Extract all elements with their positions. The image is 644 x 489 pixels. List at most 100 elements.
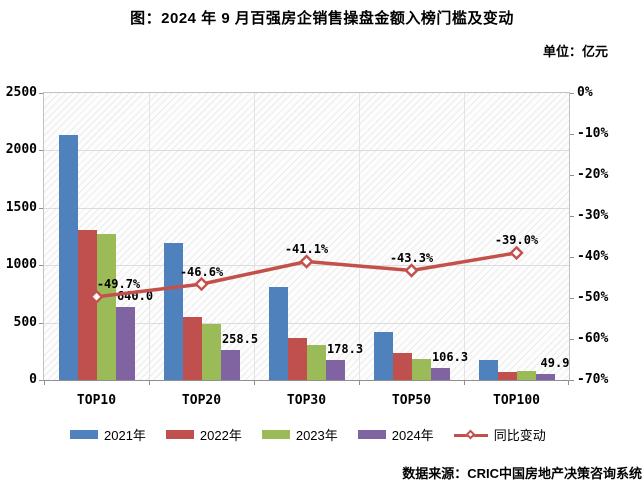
right-axis-tick-label: -10% (577, 126, 609, 141)
left-axis-tick-label: 2500 (5, 85, 37, 100)
right-axis-tick-label: -60% (577, 331, 609, 346)
diamond-marker-icon (89, 289, 104, 304)
left-axis-tick (39, 93, 43, 94)
diamond-marker-icon (194, 276, 209, 292)
bar-2023年-TOP10 (96, 233, 116, 380)
yoy-change-line-layer (89, 245, 524, 304)
x-axis-tick (464, 380, 465, 385)
legend-item-2024年: 2024年 (357, 425, 434, 444)
bar-2022年-TOP20 (182, 316, 202, 380)
bar-2023年-TOP20 (201, 324, 221, 380)
left-axis-tick-label: 1500 (5, 199, 37, 215)
left-axis-tick (39, 322, 43, 324)
right-axis-tick (570, 216, 574, 217)
category-label-top10: TOP10 (76, 393, 117, 408)
legend-label: 2023年 (295, 428, 338, 443)
bar-2022年-TOP100 (497, 371, 517, 380)
diamond-marker-icon (404, 263, 419, 278)
category-label-top20: TOP20 (181, 393, 222, 408)
bar-2021年-TOP50 (373, 331, 393, 380)
bar-2022年-TOP50 (392, 353, 412, 380)
left-axis-tick (39, 207, 43, 209)
bar-2023年-TOP100 (516, 370, 536, 380)
bar-2021年-TOP30 (268, 287, 288, 380)
legend-swatch-icon (165, 430, 194, 439)
gridline-vertical (254, 93, 255, 380)
legend-item-同比变动: 同比变动 (453, 425, 546, 444)
left-axis-tick-label: 500 (13, 314, 37, 330)
gridline-horizontal (44, 322, 569, 324)
legend-swatch-icon (70, 430, 98, 439)
right-axis-tick (570, 257, 574, 258)
legend-diamond-icon (465, 429, 476, 439)
left-axis-tick (39, 380, 43, 381)
bar-value-label: 106.3 (431, 349, 469, 364)
right-axis-tick-label: -40% (577, 249, 609, 264)
gridline-horizontal (44, 207, 569, 209)
yoy-percent-label: -46.6% (179, 264, 224, 279)
bar-2024年-TOP10 (115, 306, 135, 380)
bar-2021年-TOP20 (163, 243, 183, 380)
x-axis-tick (149, 380, 150, 385)
right-axis-tick (570, 93, 574, 94)
yoy-percent-label: -49.7% (96, 277, 141, 292)
left-axis-tick-label: 0 (29, 372, 37, 387)
right-axis-tick (570, 175, 574, 176)
diamond-marker-icon (299, 254, 314, 269)
legend-item-2022年: 2022年 (165, 425, 242, 444)
x-axis-tick (44, 380, 45, 385)
right-axis-tick-label: -70% (577, 372, 609, 387)
left-axis-tick (39, 150, 43, 152)
legend-label: 同比变动 (493, 428, 546, 443)
left-axis-tick-label: 1000 (5, 257, 37, 273)
legend-label: 2024年 (391, 428, 434, 443)
right-axis-tick (570, 134, 574, 135)
gridline-vertical (464, 93, 465, 380)
plot-area: 640.0 258.5 178.3 106.3 49.9 -49.7% -46.6% -41.… (43, 92, 570, 381)
legend-item-2023年: 2023年 (261, 425, 338, 444)
source-label: 数据来源：CRIC中国房地产决策咨询系统 (402, 466, 642, 481)
gridline-vertical (359, 93, 360, 380)
right-axis-tick (570, 298, 574, 299)
bar-2024年-TOP100 (535, 374, 555, 380)
category-label-top30: TOP30 (286, 393, 327, 408)
bar-value-label: 258.5 (221, 332, 259, 347)
bar-2022年-TOP30 (287, 338, 307, 380)
yoy-percent-label: -41.1% (284, 242, 329, 256)
category-label-top100: TOP100 (493, 393, 540, 408)
unit-label: 单位：亿元 (542, 44, 608, 59)
bar-2024年-TOP20 (220, 350, 240, 380)
legend-item-2021年: 2021年 (70, 425, 146, 444)
bar-value-label: 178.3 (326, 341, 364, 356)
bar-2021年-TOP10 (58, 135, 78, 380)
right-axis-tick-label: -50% (577, 290, 609, 305)
bar-2024年-TOP50 (430, 367, 450, 380)
left-axis-tick-label: 2000 (5, 142, 37, 158)
gridline-horizontal (44, 150, 569, 152)
x-axis-tick (359, 380, 360, 385)
yoy-percent-label: -39.0% (494, 233, 539, 248)
gridline-vertical (149, 93, 150, 380)
right-axis-tick-label: -30% (577, 208, 609, 223)
right-axis-tick (570, 380, 574, 381)
bar-2024年-TOP30 (325, 359, 345, 380)
bar-2023年-TOP30 (306, 345, 326, 380)
legend-label: 2021年 (104, 428, 146, 443)
left-axis-tick (39, 265, 43, 267)
legend-swatch-icon (261, 430, 290, 439)
diamond-marker-icon (509, 245, 524, 261)
chart-title: 图：2024 年 9 月百强房企销售操盘金额入榜门槛及变动 (130, 10, 514, 27)
category-label-top50: TOP50 (391, 393, 432, 408)
bar-2022年-TOP10 (77, 230, 97, 380)
legend: 2021年 2022年 2023年 2024年 同比变动 (70, 425, 546, 444)
x-axis-tick (254, 380, 255, 385)
bar-2023年-TOP50 (411, 358, 431, 380)
bar-value-label: 49.9 (540, 356, 570, 371)
bar-2021年-TOP100 (478, 359, 498, 380)
legend-swatch-icon (357, 430, 386, 439)
legend-line-marker-icon (453, 429, 488, 441)
right-axis-tick-label: -20% (577, 167, 609, 182)
x-axis-tick (568, 380, 569, 385)
right-axis-tick (570, 339, 574, 340)
